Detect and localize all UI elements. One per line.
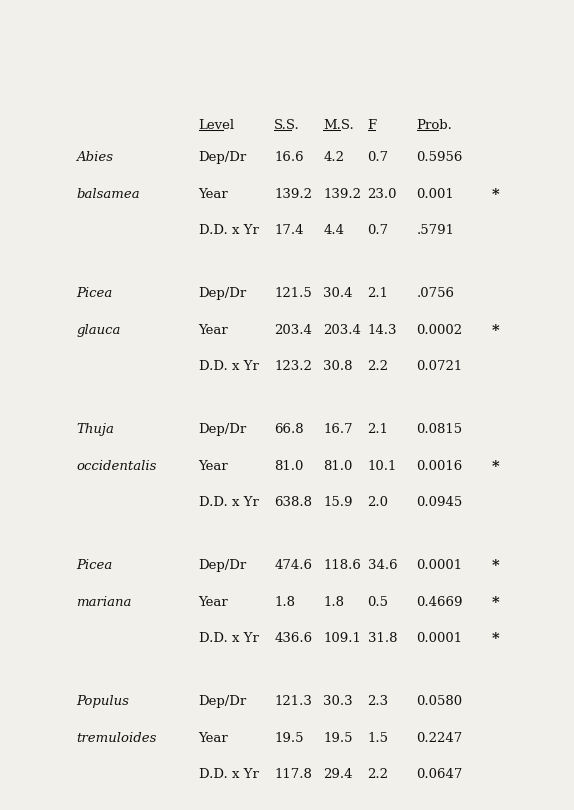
Text: glauca: glauca [76,324,121,337]
Text: 30.4: 30.4 [323,288,352,301]
Text: 1.8: 1.8 [274,595,295,608]
Text: Populus: Populus [76,695,129,708]
Text: 30.3: 30.3 [323,695,352,708]
Text: 2.0: 2.0 [367,496,389,509]
Text: 66.8: 66.8 [274,424,304,437]
Text: 17.4: 17.4 [274,224,304,237]
Text: mariana: mariana [76,595,131,608]
Text: Year: Year [199,188,228,201]
Text: Dep/Dr: Dep/Dr [199,695,247,708]
Text: .5791: .5791 [417,224,455,237]
Text: 16.6: 16.6 [274,151,304,164]
Text: Picea: Picea [76,288,113,301]
Text: M.S.: M.S. [323,119,354,132]
Text: D.D. x Yr: D.D. x Yr [199,496,258,509]
Text: *: * [492,632,500,646]
Text: 436.6: 436.6 [274,632,312,645]
Text: 0.0016: 0.0016 [417,459,463,472]
Text: D.D. x Yr: D.D. x Yr [199,632,258,645]
Text: *: * [492,459,500,474]
Text: Year: Year [199,324,228,337]
Text: Year: Year [199,595,228,608]
Text: Level: Level [199,119,235,132]
Text: 0.5: 0.5 [367,595,389,608]
Text: *: * [492,188,500,202]
Text: 15.9: 15.9 [323,496,352,509]
Text: 4.4: 4.4 [323,224,344,237]
Text: 23.0: 23.0 [367,188,397,201]
Text: Picea: Picea [76,560,113,573]
Text: 0.0001: 0.0001 [417,560,463,573]
Text: 2.2: 2.2 [367,768,389,781]
Text: .0756: .0756 [417,288,455,301]
Text: F: F [367,119,377,132]
Text: 0.0945: 0.0945 [417,496,463,509]
Text: 2.3: 2.3 [367,695,389,708]
Text: 474.6: 474.6 [274,560,312,573]
Text: D.D. x Yr: D.D. x Yr [199,768,258,781]
Text: 0.0002: 0.0002 [417,324,463,337]
Text: Year: Year [199,459,228,472]
Text: 0.5956: 0.5956 [417,151,463,164]
Text: *: * [492,560,500,573]
Text: 16.7: 16.7 [323,424,352,437]
Text: Dep/Dr: Dep/Dr [199,151,247,164]
Text: 2.2: 2.2 [367,360,389,373]
Text: 19.5: 19.5 [323,731,352,744]
Text: 0.2247: 0.2247 [417,731,463,744]
Text: 203.4: 203.4 [323,324,361,337]
Text: Prob.: Prob. [417,119,452,132]
Text: 19.5: 19.5 [274,731,304,744]
Text: S.S.: S.S. [274,119,300,132]
Text: D.D. x Yr: D.D. x Yr [199,224,258,237]
Text: 118.6: 118.6 [323,560,361,573]
Text: occidentalis: occidentalis [76,459,157,472]
Text: *: * [492,324,500,338]
Text: tremuloides: tremuloides [76,731,157,744]
Text: 0.0647: 0.0647 [417,768,463,781]
Text: 117.8: 117.8 [274,768,312,781]
Text: 0.4669: 0.4669 [417,595,463,608]
Text: 1.8: 1.8 [323,595,344,608]
Text: 1.5: 1.5 [367,731,389,744]
Text: 2.1: 2.1 [367,288,389,301]
Text: D.D. x Yr: D.D. x Yr [199,360,258,373]
Text: 2.1: 2.1 [367,424,389,437]
Text: Abies: Abies [76,151,113,164]
Text: 123.2: 123.2 [274,360,312,373]
Text: 0.7: 0.7 [367,151,389,164]
Text: 121.5: 121.5 [274,288,312,301]
Text: 139.2: 139.2 [323,188,361,201]
Text: balsamea: balsamea [76,188,140,201]
Text: 30.8: 30.8 [323,360,352,373]
Text: 0.001: 0.001 [417,188,454,201]
Text: *: * [492,595,500,610]
Text: 139.2: 139.2 [274,188,312,201]
Text: 81.0: 81.0 [323,459,352,472]
Text: Thuja: Thuja [76,424,114,437]
Text: 0.0815: 0.0815 [417,424,463,437]
Text: 0.0580: 0.0580 [417,695,463,708]
Text: 638.8: 638.8 [274,496,312,509]
Text: Dep/Dr: Dep/Dr [199,288,247,301]
Text: 121.3: 121.3 [274,695,312,708]
Text: 14.3: 14.3 [367,324,397,337]
Text: 10.1: 10.1 [367,459,397,472]
Text: 109.1: 109.1 [323,632,361,645]
Text: 34.6: 34.6 [367,560,397,573]
Text: Dep/Dr: Dep/Dr [199,560,247,573]
Text: 29.4: 29.4 [323,768,352,781]
Text: Dep/Dr: Dep/Dr [199,424,247,437]
Text: 203.4: 203.4 [274,324,312,337]
Text: 31.8: 31.8 [367,632,397,645]
Text: 0.7: 0.7 [367,224,389,237]
Text: Year: Year [199,731,228,744]
Text: 0.0001: 0.0001 [417,632,463,645]
Text: 81.0: 81.0 [274,459,304,472]
Text: 4.2: 4.2 [323,151,344,164]
Text: 0.0721: 0.0721 [417,360,463,373]
